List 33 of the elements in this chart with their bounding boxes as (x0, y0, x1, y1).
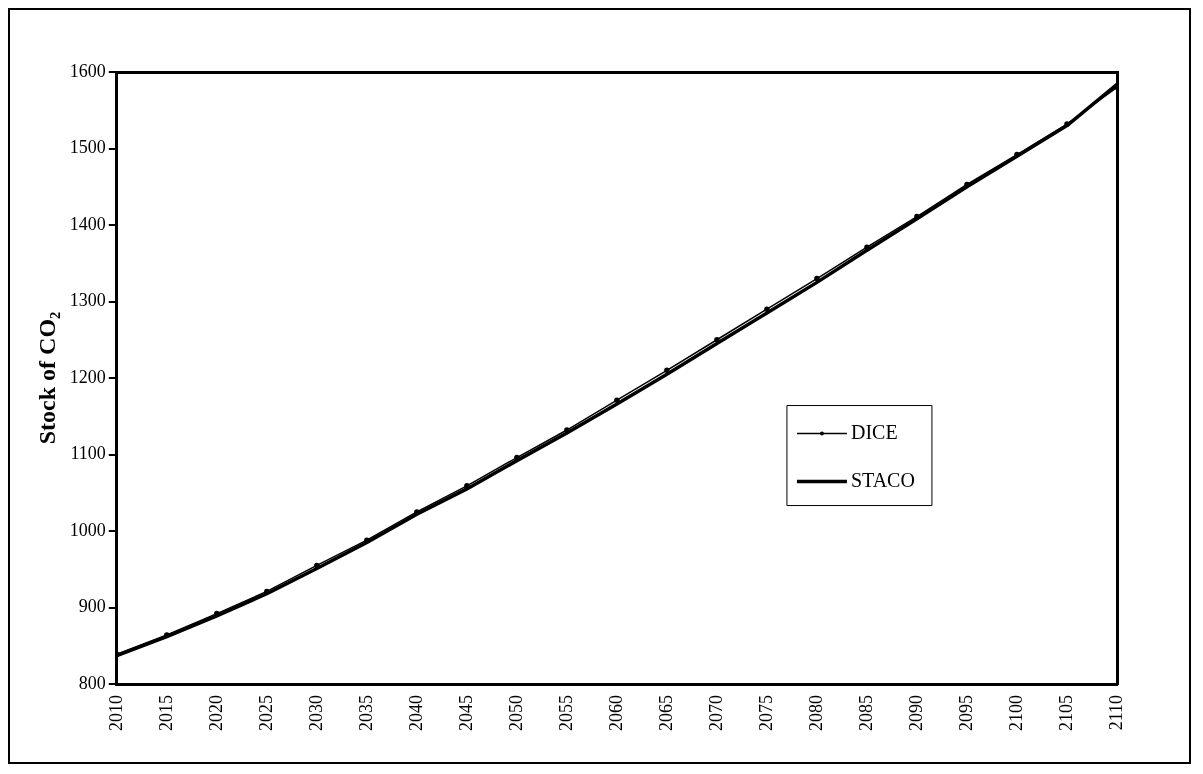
x-tick-label: 2030 (305, 695, 326, 731)
y-tick-label: 1600 (69, 60, 106, 81)
x-tick-label: 2020 (205, 695, 226, 731)
y-tick-label: 1200 (69, 366, 106, 387)
x-tick-label: 2105 (1055, 695, 1076, 731)
x-tick-label: 2075 (755, 695, 776, 731)
y-tick-label: 1000 (69, 519, 106, 540)
x-tick-label: 2065 (655, 695, 676, 731)
x-tick-label: 2040 (405, 695, 426, 731)
y-tick-label: 1400 (69, 213, 106, 234)
y-tick-label: 1100 (70, 443, 106, 464)
x-tick-label: 2055 (555, 695, 576, 731)
x-tick-label: 2015 (155, 695, 176, 731)
x-tick-label: 2060 (605, 695, 626, 731)
x-tick-label: 2070 (705, 695, 726, 731)
y-tick-label: 900 (78, 596, 106, 617)
y-tick-label: 1500 (69, 137, 106, 158)
legend-label: DICE (850, 420, 898, 443)
y-tick-label: 1300 (69, 290, 106, 311)
x-tick-label: 2090 (905, 695, 926, 731)
x-tick-label: 2095 (955, 695, 976, 731)
x-tick-label: 2010 (105, 695, 126, 731)
legend-label: STACO (850, 468, 915, 491)
x-tick-label: 2080 (805, 695, 826, 731)
x-tick-label: 2045 (455, 695, 476, 731)
x-tick-label: 2110 (1105, 695, 1126, 731)
x-tick-label: 2100 (1005, 695, 1026, 731)
x-tick-label: 2035 (355, 695, 376, 731)
y-tick-label: 800 (78, 672, 106, 693)
x-tick-label: 2025 (255, 695, 276, 731)
y-axis-title: Stock of CO₂ (33, 311, 60, 445)
x-tick-label: 2050 (505, 695, 526, 731)
x-tick-label: 2085 (855, 695, 876, 731)
